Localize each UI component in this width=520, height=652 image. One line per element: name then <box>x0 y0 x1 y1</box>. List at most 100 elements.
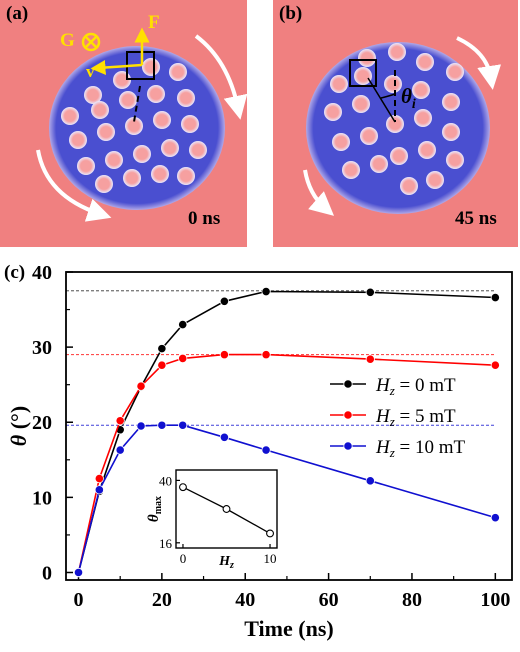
x-tick-label: 100 <box>480 589 510 611</box>
skyrmion <box>442 123 460 141</box>
x-tick-label: 80 <box>402 589 422 611</box>
data-point <box>261 286 271 297</box>
skyrmion <box>418 141 436 159</box>
rotation-arrow-bottom <box>36 149 112 222</box>
x-tick-label: 40 <box>235 589 255 611</box>
skyrmion <box>125 117 143 135</box>
data-point <box>219 350 229 360</box>
panel-b-snapshot: (b) θi 45 ns <box>273 0 518 247</box>
data-point <box>157 420 167 430</box>
angle-label: θi <box>401 84 416 113</box>
data-point <box>365 354 375 364</box>
data-point <box>178 420 188 430</box>
skyrmion <box>97 123 115 141</box>
skyrmion <box>400 177 418 195</box>
skyrmion <box>151 165 169 183</box>
angle-arc <box>380 93 396 99</box>
skyrmion <box>330 75 348 93</box>
velocity-arrow <box>90 60 143 75</box>
data-point <box>94 485 104 495</box>
data-point <box>178 319 188 330</box>
data-point <box>490 292 500 303</box>
tracked-skyrmion-box <box>349 59 377 87</box>
skyrmion <box>358 49 376 67</box>
skyrmion-lattice <box>61 58 207 193</box>
skyrmion <box>142 58 160 76</box>
rotation-arrow-bottom <box>303 169 335 216</box>
x-tick-label: 20 <box>152 589 172 611</box>
velocity-label: v <box>86 62 95 81</box>
skyrmion <box>370 155 388 173</box>
angle-line <box>367 77 396 123</box>
force-label: F <box>148 12 160 33</box>
inset-y-tick-label: 16 <box>159 536 173 551</box>
skyrmion <box>446 63 464 81</box>
data-point <box>178 353 188 363</box>
skyrmion <box>354 67 372 85</box>
series-line-2 <box>77 424 496 573</box>
skyrmion <box>147 85 165 103</box>
legend-marker <box>343 410 353 420</box>
panel-b-label: (b) <box>279 3 303 24</box>
inset-x-tick-label: 0 <box>180 551 187 566</box>
skyrmion <box>181 115 199 133</box>
panel-c-chart: 0 20 40 60 80 100 0 10 20 30 40 Time (ns) θ (°) Hz = … <box>0 258 520 652</box>
legend-entry: Hz = 0 mT <box>375 375 456 398</box>
panel-a-time: 0 ns <box>188 208 221 229</box>
data-point <box>136 381 146 391</box>
legend-entry: Hz = 10 mT <box>375 437 466 460</box>
skyrmion <box>123 169 141 187</box>
data-point <box>490 513 500 523</box>
data-point <box>115 416 125 426</box>
data-point <box>136 421 146 431</box>
skyrmion <box>386 115 404 133</box>
y-tick-label: 10 <box>32 487 52 509</box>
skyrmion <box>95 175 113 193</box>
panel-b-image <box>303 36 502 216</box>
skyrmion <box>426 171 444 189</box>
legend-marker <box>343 379 353 389</box>
inset-y-tick-label: 40 <box>159 473 172 488</box>
skyrmion <box>91 101 109 119</box>
series-line-0 <box>77 290 496 573</box>
inset-y-label: θmax <box>146 496 164 522</box>
skyrmion <box>412 81 430 99</box>
skyrmion <box>414 109 432 127</box>
skyrmion <box>388 43 406 61</box>
y-tick-label: 40 <box>32 262 52 284</box>
panel-a-image <box>36 27 247 222</box>
skyrmion <box>352 95 370 113</box>
data-point <box>219 296 229 306</box>
legend-marker <box>343 441 353 451</box>
y-tick-label: 0 <box>42 562 52 584</box>
x-tick-label: 60 <box>319 589 339 611</box>
skyrmion <box>390 147 408 165</box>
skyrmion <box>324 103 342 121</box>
skyrmion <box>133 145 151 163</box>
skyrmion <box>384 75 402 93</box>
x-tick-label: 0 <box>74 589 84 611</box>
y-tick-label: 30 <box>32 337 52 359</box>
skyrmion <box>446 151 464 169</box>
data-point <box>115 445 125 455</box>
data-point <box>261 445 271 455</box>
series-line-1 <box>77 353 496 573</box>
skyrmion <box>77 157 95 175</box>
y-axis-label: θ (°) <box>6 406 31 446</box>
inset-x-label: Hz <box>218 554 234 571</box>
skyrmion <box>84 86 102 104</box>
field-label-g: G <box>60 30 75 51</box>
skyrmion <box>119 91 137 109</box>
skyrmion <box>442 93 460 111</box>
panel-a-snapshot: (a) G F v 0 ns <box>0 0 247 247</box>
skyrmion <box>105 151 123 169</box>
data-point <box>490 360 500 370</box>
inset-point <box>266 529 274 538</box>
inset-point <box>179 483 187 492</box>
skyrmion <box>177 89 195 107</box>
skyrmion <box>189 141 207 159</box>
skyrmion <box>177 167 195 185</box>
inset-x-tick-label: 10 <box>264 551 277 566</box>
inset-point <box>222 505 231 513</box>
